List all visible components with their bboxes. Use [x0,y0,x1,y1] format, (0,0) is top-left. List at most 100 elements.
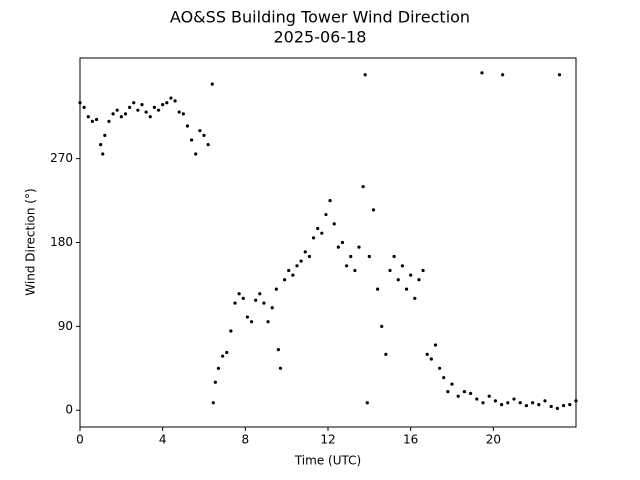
point [371,208,376,212]
point [99,143,103,147]
point [103,133,107,137]
point [409,273,413,277]
point [307,254,311,259]
point [433,343,438,347]
point [198,129,202,133]
point [400,264,404,268]
point [340,240,345,245]
point [233,301,237,305]
point [568,403,572,407]
point [417,278,421,282]
point [107,119,111,123]
point [111,112,115,116]
point [363,73,367,77]
point [94,117,99,122]
point [291,273,295,277]
point [518,401,522,405]
point [237,292,241,296]
chart-subtitle: 2025-06-18 [274,28,367,47]
point [161,102,165,107]
plot-frame [79,57,577,428]
x-tick-label: 8 [242,433,250,447]
point [549,404,553,409]
point [185,124,190,128]
point [140,102,144,107]
point [303,250,307,254]
point [475,397,479,401]
point [101,152,105,156]
point [295,264,299,268]
point [557,73,562,77]
point [86,115,90,119]
y-axis-label: Wind Direction (°) [24,188,38,295]
point [225,350,229,355]
point [213,380,217,384]
point [446,389,450,394]
point [165,101,169,105]
point [469,391,473,396]
point [380,324,384,328]
point [132,101,136,105]
point [316,226,320,231]
point [221,354,225,358]
point [480,71,484,75]
point [361,184,365,189]
point [181,112,185,116]
point [392,254,396,259]
point [115,108,119,112]
x-tick-label: 0 [76,433,84,447]
point [438,366,442,370]
point [283,278,287,282]
point [136,108,140,112]
point [311,236,316,240]
point [190,138,194,142]
point [345,264,349,268]
point [421,268,425,273]
point [493,399,497,403]
point [388,268,392,273]
point [462,389,466,394]
point [365,401,369,405]
point [245,315,249,319]
point [254,298,258,302]
point [349,254,353,259]
y-tick-label: 0 [65,403,73,417]
point [332,222,336,226]
point [501,73,505,77]
point [574,399,578,403]
point [119,115,123,119]
point [336,245,340,249]
point [211,401,215,405]
point [404,287,409,291]
point [90,119,94,123]
point [442,376,446,380]
point [78,101,82,105]
point [353,268,357,273]
point [299,259,303,263]
y-tick-label: 180 [50,235,73,249]
point [156,108,161,112]
point [278,366,283,370]
point [376,287,380,291]
x-tick-label: 16 [403,433,418,447]
point [555,406,560,410]
y-tick-label: 90 [58,319,73,333]
point [194,152,198,156]
point [450,382,454,386]
x-tick-label: 20 [486,433,501,447]
point [148,115,152,119]
point [367,254,371,259]
point [562,403,566,408]
point [537,403,541,407]
point [249,320,254,324]
point [487,394,491,398]
x-axis-label: Time (UTC) [294,454,361,468]
point [229,329,233,333]
point [481,401,485,405]
point [210,82,214,86]
point [123,112,128,116]
point [276,348,280,352]
x-tick-label: 4 [159,433,167,447]
point [543,399,547,403]
